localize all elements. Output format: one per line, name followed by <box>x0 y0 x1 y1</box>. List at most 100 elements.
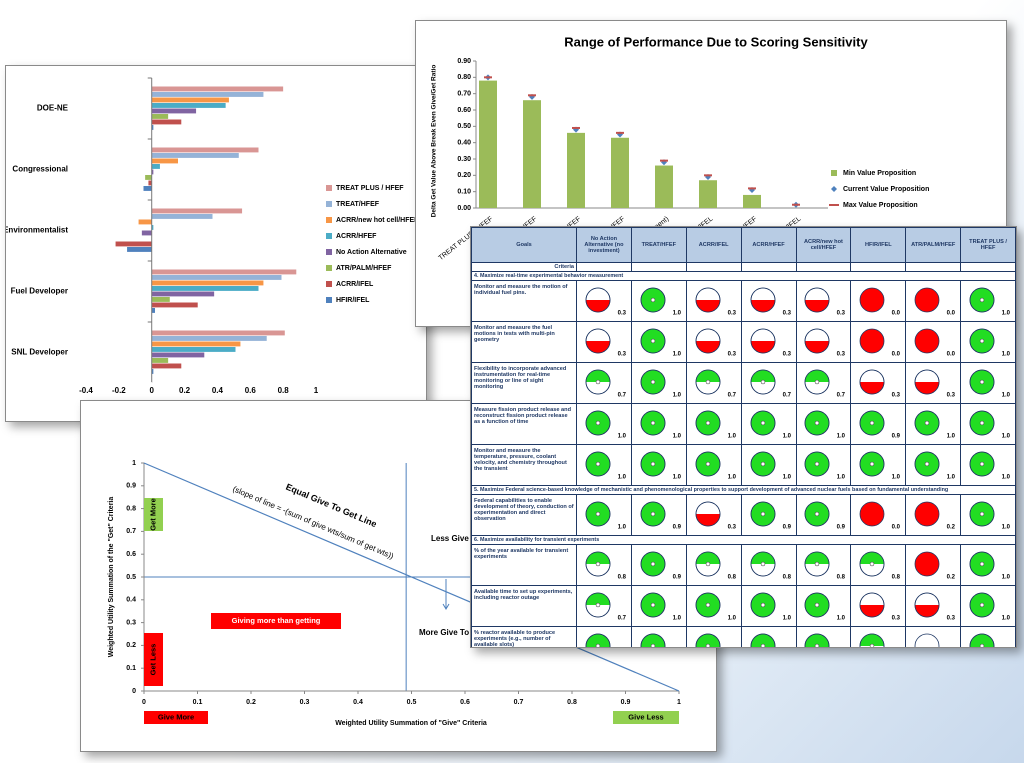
harvey-ball: 1.0 <box>969 369 1011 399</box>
annotation-box <box>144 633 163 686</box>
score: 1.0 <box>782 616 791 622</box>
score-cell: 0.0 <box>850 321 907 363</box>
bar <box>151 97 229 103</box>
x-tick-label: 0.2 <box>179 386 191 395</box>
criterion-label: % of the year available for transient ex… <box>471 544 577 586</box>
score-cell: 0.0 <box>905 280 962 322</box>
criterion-row: Available time to set up experiments, in… <box>471 585 1016 627</box>
ball-outline <box>695 328 721 354</box>
score-cell: 0.9 <box>740 494 797 536</box>
ball-dot <box>705 602 710 608</box>
harvey-ball: 0.3 <box>695 287 736 317</box>
legend-label: TREAT/HFEF <box>336 201 380 208</box>
score: 1.0 <box>672 616 681 622</box>
bar <box>151 158 178 164</box>
criterion-row: Federal capabilities to enable developme… <box>471 494 1016 536</box>
ball-outline <box>805 328 830 354</box>
score: 0.3 <box>947 616 956 622</box>
harvey-ball: 0.3 <box>750 328 791 358</box>
criteria-label: Criteria <box>471 262 577 272</box>
ball-half <box>585 593 610 605</box>
ball-outline <box>695 551 721 577</box>
ball-outline <box>695 592 721 618</box>
ball-half <box>695 552 720 564</box>
legend-label: Max Value Proposition <box>843 202 918 209</box>
score-cell: 0.3 <box>740 280 797 322</box>
y-tick-label: 0.00 <box>457 205 471 212</box>
legend-swatch <box>326 185 332 191</box>
ball-outline <box>914 410 940 436</box>
harvey-ball: 0.8 <box>695 551 736 581</box>
score-cell: 0.9 <box>630 544 687 586</box>
score: 0.3 <box>837 311 846 317</box>
give-get-chart-window: 0 0.1 0.2 0.3 0.4 0.5 0.6 0.7 0.8 0.9 1 0 0.1 0.2 0.3 0… <box>80 400 717 752</box>
harvey-ball: 1.0 <box>585 451 627 481</box>
category-label: Environmentalist <box>6 226 68 235</box>
ball-outline <box>640 633 666 647</box>
legend-label: TREAT PLUS / HFEF <box>336 185 404 192</box>
harvey-ball: 1.0 <box>750 410 791 440</box>
legend-label: HFIR/IFEL <box>336 297 370 304</box>
score: 1.0 <box>618 475 627 481</box>
score: 1.0 <box>672 434 681 440</box>
bar <box>151 147 259 153</box>
harvey-ball: 1.0 <box>695 633 721 647</box>
harvey-ball: 0.3 <box>695 328 736 358</box>
criterion-label: Federal capabilities to enable developme… <box>471 494 577 536</box>
ball-dot <box>760 511 765 517</box>
harvey-ball: 0.3 <box>859 592 901 622</box>
ball-outline <box>805 592 830 618</box>
ball-dot <box>870 420 875 426</box>
score-cell: 0.3 <box>576 321 632 363</box>
ball-dot <box>705 461 710 467</box>
score-cell: 1.0 <box>960 544 1016 586</box>
score: 0.2 <box>947 525 956 531</box>
bar <box>151 103 226 108</box>
annotation: Giving more than getting <box>232 616 321 625</box>
chart-title: Range of Performance Due to Scoring Sens… <box>564 34 868 49</box>
score-cell: 1.0 <box>630 626 687 647</box>
score-cell: 1.0 <box>740 444 797 486</box>
x-tick-label: 0.8 <box>567 699 577 706</box>
score-cell: 0.9 <box>850 403 907 445</box>
harvey-ball: 1.0 <box>585 633 611 647</box>
ball-half <box>805 341 830 353</box>
ball-dot <box>760 643 765 647</box>
score: 1.0 <box>672 393 681 399</box>
criterion-row: Measure fission product release and reco… <box>471 403 1016 445</box>
y-tick-label: 0.4 <box>126 597 136 604</box>
score: 1.0 <box>837 434 846 440</box>
ball-half <box>750 552 775 564</box>
score-cell: 0.0 <box>850 280 907 322</box>
legend-swatch <box>326 281 332 287</box>
harvey-ball: 0.3 <box>585 328 627 358</box>
x-tick-label: 1 <box>677 699 681 706</box>
score: 0.3 <box>892 616 901 622</box>
x-tick-label: 0.5 <box>407 699 417 706</box>
ball-dot <box>870 461 875 467</box>
ball-fill <box>859 287 885 313</box>
harvey-ball: 0.0 <box>914 328 956 358</box>
blank-cell <box>740 262 797 272</box>
ball-outline <box>750 592 775 618</box>
score: 0.0 <box>892 311 901 317</box>
ball-outline <box>750 287 775 313</box>
ball-half <box>860 382 885 394</box>
section-title: 6. Maximize availability for transient e… <box>471 535 1016 545</box>
ball-outline <box>859 633 885 647</box>
ball-half <box>860 605 885 617</box>
y-tick-label: 0.6 <box>126 551 136 558</box>
ball-dot <box>870 643 875 647</box>
criterion-row: % reactor available to produce experimen… <box>471 626 1016 647</box>
x-axis-label: Weighted Utility Summation of "Give" Cri… <box>335 720 487 727</box>
legend-label: ATR/PALM/HFEF <box>336 265 392 272</box>
column-header: ACRR/new hot cell/HFEF <box>795 227 852 263</box>
ball-outline <box>914 592 940 618</box>
bar <box>151 347 236 352</box>
score: 0.0 <box>947 311 956 317</box>
y-tick-label: 0 <box>132 688 136 695</box>
ball-outline <box>585 633 611 647</box>
ball-dot <box>815 461 820 467</box>
ball-outline <box>859 410 885 436</box>
y-tick-label: 0.50 <box>457 123 471 130</box>
